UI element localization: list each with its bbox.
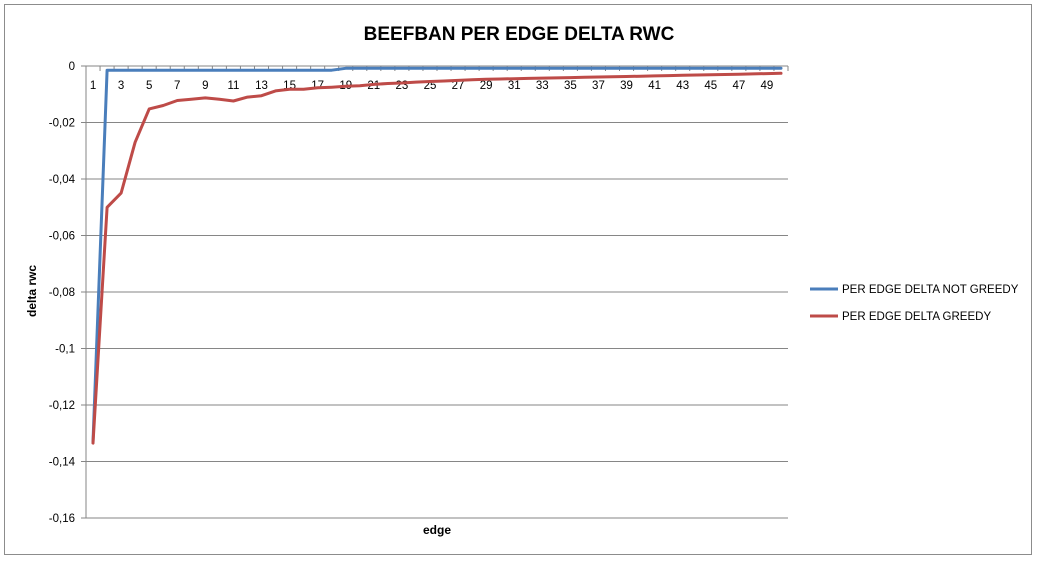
x-tick-label: 45: [704, 80, 717, 92]
gridlines: [86, 65, 788, 519]
x-tick-label: 17: [311, 80, 324, 92]
x-axis-label: edge: [423, 523, 451, 537]
x-tick-label: 43: [676, 80, 689, 92]
x-tick-label: 49: [761, 80, 774, 92]
x-tick-label: 31: [508, 80, 521, 92]
x-tick-label: 47: [732, 80, 745, 92]
y-tick-label: -0,08: [49, 287, 75, 299]
legend-item: PER EDGE DELTA NOT GREEDY: [810, 284, 1019, 296]
x-tick-label: 11: [227, 80, 239, 92]
series-line-greedy: [91, 71, 783, 445]
x-tick-labels: 1 3 5 7 9 11 13 15 17 19 21 23 25 27 29 31 33 35 37 39 41 43 4…: [90, 80, 774, 92]
y-tick-labels: 0 -0,02 -0,04 -0,06 -0,08 -0,1 -0,12 -0,14 -0,16: [49, 61, 76, 525]
x-tick-label: 33: [536, 80, 549, 92]
series-lines: [91, 66, 783, 445]
y-tick-label: -0,16: [49, 513, 75, 525]
legend: PER EDGE DELTA NOT GREEDY PER EDGE DELTA …: [810, 284, 1019, 323]
chart-title: BEEFBAN PER EDGE DELTA RWC: [364, 24, 675, 45]
x-tick-label: 27: [452, 80, 465, 92]
x-tick-label: 13: [255, 80, 268, 92]
y-tick-label: -0,02: [49, 118, 75, 130]
series-line-not-greedy: [91, 66, 783, 444]
x-tick-label: 9: [202, 80, 208, 92]
x-tick-label: 39: [620, 80, 633, 92]
x-tick-label: 7: [174, 80, 180, 92]
y-tick-label: -0,12: [49, 400, 75, 412]
x-tick-label: 37: [592, 80, 605, 92]
x-tick-label: 41: [648, 80, 661, 92]
y-tick-label: -0,1: [55, 344, 75, 356]
y-tick-label: -0,04: [49, 174, 76, 186]
chart-frame: [4, 4, 1032, 555]
x-tick-label: 3: [118, 80, 124, 92]
axes: [81, 65, 789, 519]
y-tick-label: -0,06: [49, 231, 75, 243]
y-axis-label: delta rwc: [25, 265, 39, 317]
legend-item: PER EDGE DELTA GREEDY: [810, 311, 991, 323]
y-tick-label: -0,14: [49, 457, 76, 469]
x-tick-label: 1: [90, 80, 96, 92]
x-tick-label: 35: [564, 80, 577, 92]
y-tick-label: 0: [69, 61, 75, 73]
x-tick-label: 29: [480, 80, 493, 92]
legend-label: PER EDGE DELTA GREEDY: [842, 311, 991, 323]
x-tick-label: 5: [146, 80, 152, 92]
legend-label: PER EDGE DELTA NOT GREEDY: [842, 284, 1019, 296]
